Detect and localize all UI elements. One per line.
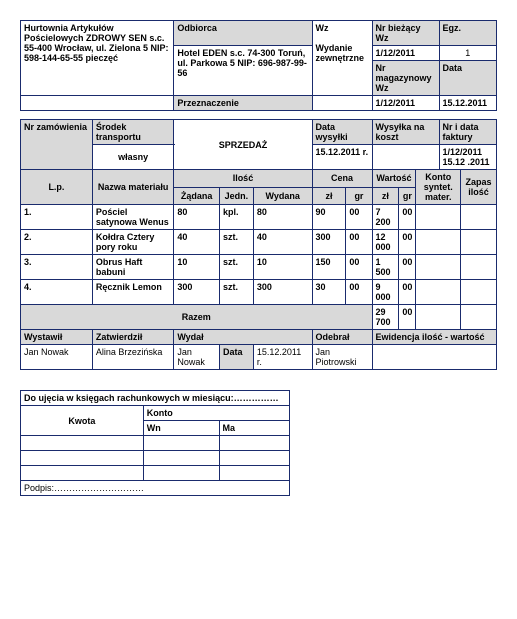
sig-zatw-h: Zatwierdził — [92, 330, 173, 345]
nrbiezacy: 1/12/2011 — [372, 46, 439, 61]
nrbiezacy-header: Nr bieżący Wz — [372, 21, 439, 46]
col-lp: L.p. — [21, 170, 93, 205]
ledger-ma-h: Ma — [219, 421, 290, 436]
sig-zatw: Alina Brzezińska — [92, 345, 173, 370]
wysylka-header: Wysyłka na koszt — [372, 120, 439, 145]
razem-label: Razem — [21, 305, 373, 330]
table-row: 1.Pościel satynowa Wenus80kpl.8090007 20… — [21, 205, 497, 230]
ledger-konto-h: Konto — [143, 406, 289, 421]
nrdata-header: Nr i data faktury — [439, 120, 496, 145]
table-row: 4.Ręcznik Lemon300szt.30030009 00000 — [21, 280, 497, 305]
razem-zl: 29 700 — [372, 305, 399, 330]
odbiorca: Hotel EDEN s.c. 74-300 Toruń, ul. Parkow… — [174, 46, 312, 96]
ledger-title: Do ujęcia w księgach rachunkowych w mies… — [21, 391, 290, 406]
col-konto: Konto syntet. mater. — [416, 170, 461, 205]
nrdata: 1/12/2011 15.12 .2011 — [439, 145, 496, 170]
sig-odebral: Jan Piotrowski — [312, 345, 372, 370]
col-wartosc: Wartość — [372, 170, 416, 188]
col-jedn: Jedn. — [219, 187, 253, 205]
nrzam-header: Nr zamówienia — [21, 120, 93, 170]
sig-wydal: Jan Nowak — [174, 345, 220, 370]
col-ilosc: Ilość — [174, 170, 312, 188]
sprzedaz: SPRZEDAŻ — [174, 120, 312, 170]
supplier: Hurtownia Artykułów Pościelowych ZDROWY … — [24, 23, 170, 63]
sig-wystawil-h: Wystawił — [21, 330, 93, 345]
table-row: 2.Kołdra Cztery pory roku40szt.403000012… — [21, 230, 497, 255]
wz-cont — [312, 96, 372, 111]
wysylka — [372, 145, 439, 170]
supplier-cell: Hurtownia Artykułów Pościelowych ZDROWY … — [21, 21, 174, 96]
col-wart-gr: gr — [399, 187, 416, 205]
col-zapas: Zapas ilość — [461, 170, 497, 205]
datawys: 15.12.2011 r. — [312, 145, 372, 170]
wz-cell: Wz Wydanie zewnętrzne — [312, 21, 372, 96]
srodek: własny — [92, 145, 173, 170]
supplier-cont — [21, 96, 174, 111]
sig-ewid-h: Ewidencja ilość - wartość — [372, 330, 497, 345]
col-cena-gr: gr — [346, 187, 372, 205]
ledger-podpis: Podpis:………………………… — [21, 481, 290, 496]
sig-odebral-h: Odebrał — [312, 330, 372, 345]
przeznaczenie-header: Przeznaczenie — [174, 96, 312, 111]
col-wydana: Wydana — [253, 187, 312, 205]
data: 15.12.2011 — [439, 96, 496, 111]
sig-ewid — [372, 345, 497, 370]
ledger-kwota-h: Kwota — [21, 406, 144, 436]
sig-data-h: Data — [219, 345, 253, 370]
ledger-wn-h: Wn — [143, 421, 219, 436]
nrmag: 1/12/2011 — [372, 96, 439, 111]
col-cena-zl: zł — [312, 187, 346, 205]
col-zadana: Żądana — [174, 187, 220, 205]
srodek-header: Środek transportu — [92, 120, 173, 145]
datawys-header: Data wysyłki — [312, 120, 372, 145]
col-wart-zl: zł — [372, 187, 399, 205]
table-row: 3.Obrus Haft babuni10szt.10150001 50000 — [21, 255, 497, 280]
sig-wydal-h: Wydał — [174, 330, 312, 345]
col-nazwa: Nazwa materiału — [92, 170, 173, 205]
sig-data: 15.12.2011 r. — [253, 345, 312, 370]
ledger-table: Do ujęcia w księgach rachunkowych w mies… — [20, 390, 290, 496]
data-header: Data — [439, 61, 496, 96]
col-cena: Cena — [312, 170, 372, 188]
wz-document-table: Hurtownia Artykułów Pościelowych ZDROWY … — [20, 20, 497, 370]
egz-header: Egz. — [439, 21, 496, 46]
sig-wystawil: Jan Nowak — [21, 345, 93, 370]
razem-gr: 00 — [399, 305, 416, 330]
egz: 1 — [439, 46, 496, 61]
nrmag-header: Nr magazynowy Wz — [372, 61, 439, 96]
odbiorca-header: Odbiorca — [174, 21, 312, 46]
